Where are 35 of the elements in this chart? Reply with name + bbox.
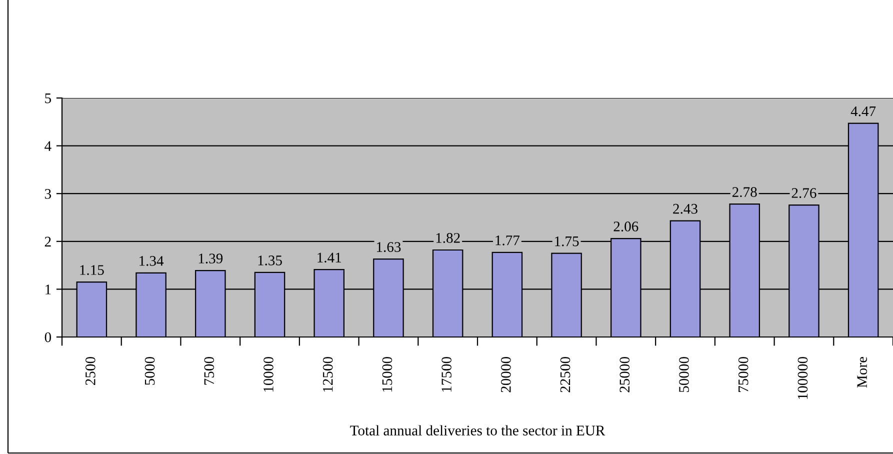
data-label: 1.34 [140,256,164,266]
data-label: 1.41 [318,252,341,263]
x-tick-label: 5000 [144,357,155,385]
y-tick-label: 3 [44,189,52,199]
data-label: 2.06 [614,222,638,232]
y-tick-label: 5 [45,94,52,104]
x-tick-label: 12500 [322,357,333,392]
data-label: 1.77 [496,235,520,246]
x-tick-label: 100000 [798,357,808,399]
x-tick-label: 25000 [620,357,630,392]
x-tick-label: 10000 [264,357,274,392]
data-label: 1.82 [436,233,460,243]
data-label: 2.78 [732,187,757,198]
y-tick-label: 0 [44,332,52,342]
x-axis-title: Total annual deliveries to the sector in EUR [350,425,606,436]
y-tick-label: 2 [44,236,51,246]
x-tick-label: 7500 [204,357,214,385]
data-label: 1.75 [555,236,579,246]
x-tick-label: 20000 [500,357,511,392]
data-label: 1.63 [376,242,401,252]
data-label: 2.43 [673,204,698,214]
data-label: 1.39 [198,254,223,264]
data-label: 2.76 [792,188,816,198]
x-tick-label: 22500 [560,357,570,392]
x-tick-label: 17500 [442,357,452,392]
x-tick-label: More [857,356,867,388]
data-label: 1.15 [80,265,104,275]
x-tick-label: 50000 [679,357,689,392]
data-label: 1.35 [258,256,282,266]
y-tick-label: 4 [44,141,52,151]
x-tick-label: 15000 [382,357,392,392]
x-tick-label: 75000 [738,357,748,392]
x-tick-label: 2500 [85,357,96,385]
data-label: 4.47 [850,106,876,116]
y-tick-label: 1 [46,284,51,294]
